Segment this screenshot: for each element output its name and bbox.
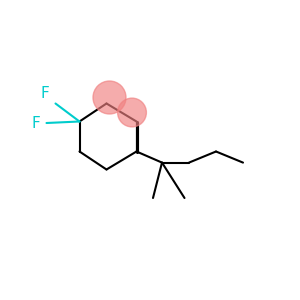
Circle shape [118, 98, 146, 127]
Text: F: F [32, 116, 40, 130]
Text: F: F [41, 85, 50, 100]
Circle shape [93, 81, 126, 114]
